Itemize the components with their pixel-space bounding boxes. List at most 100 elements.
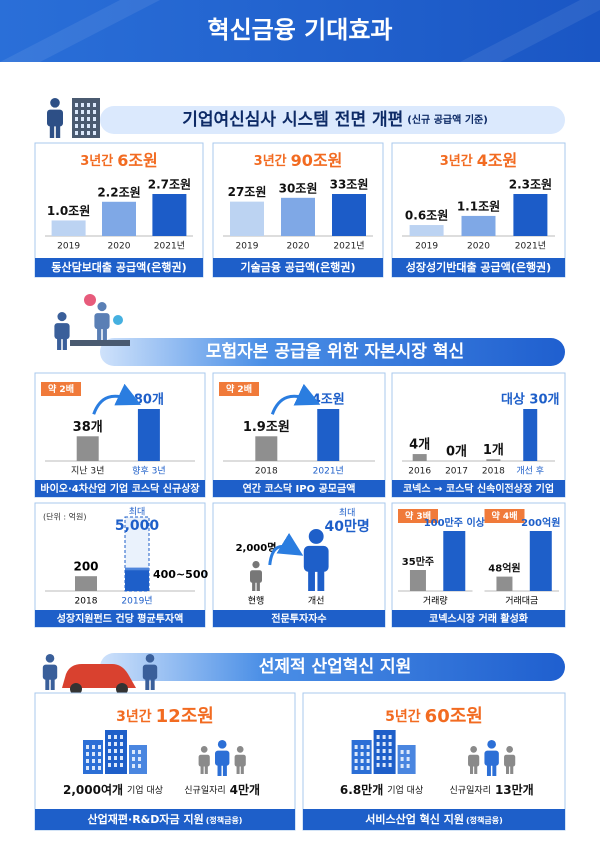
building-window — [360, 752, 364, 756]
building-window — [93, 124, 96, 128]
building-window — [108, 763, 111, 767]
headline-amount: 60조원 — [425, 706, 483, 727]
bar-label: 30조원 — [279, 181, 318, 195]
x-label: 2020 — [467, 242, 490, 252]
building-window — [400, 764, 404, 768]
bar — [137, 409, 160, 461]
building-window — [354, 752, 358, 756]
bar — [412, 454, 427, 461]
badge-text: 약 4배 — [492, 510, 518, 522]
building-window — [366, 759, 370, 763]
person-icon — [62, 336, 67, 350]
building-window — [75, 110, 78, 114]
bar — [523, 409, 538, 461]
bar — [332, 194, 366, 236]
building-window — [86, 752, 89, 756]
building-window — [120, 742, 123, 746]
building-window — [360, 759, 364, 763]
building-window — [114, 735, 117, 739]
building-window — [75, 124, 78, 128]
person-icon — [50, 677, 55, 690]
bar-label: 2.3조원 — [509, 178, 552, 192]
person-icon — [492, 763, 497, 776]
person-icon — [198, 754, 210, 767]
building-window — [382, 735, 386, 739]
bar-label: 1.9조원 — [243, 420, 290, 435]
panel — [212, 502, 386, 628]
building-window — [108, 735, 111, 739]
panel-footer — [213, 480, 385, 497]
trend-arrow — [268, 532, 304, 566]
person-icon — [506, 746, 513, 753]
bar — [230, 201, 264, 236]
x-label: 2021년 — [333, 241, 364, 252]
building-window — [92, 759, 95, 763]
building-window — [376, 742, 380, 746]
bar-label: 33조원 — [330, 178, 369, 192]
panel-footer — [213, 258, 383, 277]
person-icon — [94, 313, 110, 330]
building-window — [138, 764, 141, 768]
bar-label: 200 — [73, 560, 98, 574]
person-icon — [45, 677, 50, 690]
person-icon — [487, 740, 496, 749]
person-icon — [474, 764, 478, 774]
item-part: 기업 대상 — [127, 785, 163, 796]
x-label: 2018 — [75, 597, 98, 607]
building-window — [360, 766, 364, 770]
headline-period: 3년간 — [116, 708, 152, 725]
panel-footer-text: 동산담보대출 공급액(은행권) — [51, 260, 186, 274]
panel-footer — [392, 610, 565, 627]
headline-period: 3년간 — [440, 153, 473, 169]
building-window — [354, 745, 358, 749]
x-label: 2017 — [445, 467, 468, 477]
building-window — [382, 756, 386, 760]
x-label: 2019년 — [121, 596, 152, 607]
person-icon — [506, 764, 510, 774]
panel-footer-text: 산업재편·R&D자금 지원 (정책금융) — [88, 812, 243, 826]
lab-icon — [113, 315, 123, 325]
person-icon — [250, 570, 262, 583]
bar — [409, 225, 444, 236]
panel-footer — [35, 480, 205, 497]
person-icon — [145, 654, 155, 663]
building-window — [81, 110, 84, 114]
bar-label: 200억원 — [521, 516, 560, 529]
bar — [51, 220, 86, 236]
person-icon — [55, 124, 61, 138]
bar-label: 27조원 — [228, 185, 267, 199]
building-window — [87, 131, 90, 135]
x-label: 개선 후 — [516, 466, 544, 477]
building-window — [92, 745, 95, 749]
bar-label: 4조원 — [312, 393, 345, 408]
person-icon — [234, 754, 246, 767]
footer-note: (정책금융) — [466, 815, 503, 825]
x-label: 2021년 — [313, 466, 344, 477]
section-title: 선제적 산업혁신 지원 — [259, 656, 412, 677]
item-part: 4만개 — [230, 782, 260, 797]
person-icon — [504, 754, 516, 767]
person-icon — [97, 302, 107, 312]
headline-amount: 6조원 — [117, 151, 158, 170]
x-label: 2020 — [287, 242, 310, 252]
bar — [76, 436, 99, 461]
page-title: 혁신금융 기대효과 — [208, 16, 393, 44]
panel-footer-text: 코넥스시장 거래 활성화 — [429, 612, 529, 625]
bar-label: 대상 30개 — [501, 393, 560, 408]
building-window — [120, 749, 123, 753]
item-caption: 2,000여개 기업 대상 — [63, 782, 163, 797]
x-label: 2019 — [415, 242, 438, 252]
building-window — [388, 735, 392, 739]
building-window — [108, 749, 111, 753]
bar — [496, 576, 513, 591]
panel-headline: 3년간 90조원 — [254, 151, 343, 170]
panel — [302, 692, 566, 831]
max-label: 5,000 — [115, 518, 160, 534]
building-window — [382, 742, 386, 746]
max-prefix: 최대 — [129, 507, 146, 518]
person-icon — [252, 561, 260, 569]
bar — [409, 570, 426, 591]
person-icon — [484, 750, 499, 766]
panel-footer-text: 전문투자자수 — [271, 612, 326, 625]
headline-amount: 90조원 — [291, 151, 343, 170]
